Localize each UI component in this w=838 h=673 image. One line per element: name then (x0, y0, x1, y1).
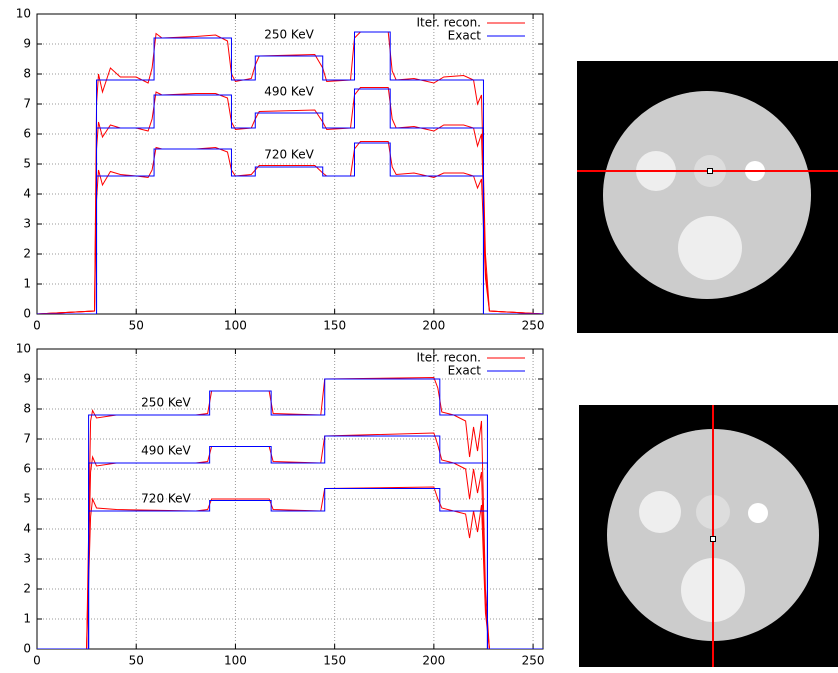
y-tick-label: 7 (23, 97, 31, 111)
annotation: 720 KeV (264, 148, 314, 162)
plot-frame (36, 348, 544, 650)
x-tick-label: 50 (129, 654, 144, 668)
x-tick-label: 200 (422, 654, 445, 668)
x-tick-label: 0 (33, 654, 41, 668)
insert (639, 491, 681, 533)
legend-label: Iter. recon. (417, 16, 482, 30)
legend-label: Iter. recon. (417, 351, 482, 365)
y-tick-label: 2 (23, 582, 31, 596)
y-tick-label: 0 (23, 642, 31, 656)
x-tick-label: 100 (224, 654, 247, 668)
legend-label: Exact (448, 364, 482, 378)
y-tick-label: 2 (23, 247, 31, 261)
series-line (37, 87, 543, 314)
annotation: 250 KeV (264, 28, 314, 42)
annotation: 720 KeV (141, 492, 191, 506)
y-tick-label: 4 (23, 522, 31, 536)
phantom-disc (603, 91, 811, 299)
series-line (37, 378, 543, 649)
y-tick-label: 9 (23, 372, 31, 386)
phantom-horizontal (577, 61, 838, 333)
series-line (37, 31, 543, 314)
series-line (37, 376, 543, 649)
y-tick-label: 9 (23, 37, 31, 51)
series-line (37, 88, 543, 314)
y-tick-label: 1 (23, 612, 31, 626)
annotation: 250 KeV (141, 396, 191, 410)
series-line (37, 141, 543, 314)
x-tick-label: 150 (323, 319, 346, 333)
x-tick-label: 0 (33, 319, 41, 333)
series-line (37, 432, 543, 649)
y-tick-label: 3 (23, 217, 31, 231)
series-line (37, 142, 543, 314)
y-tick-label: 6 (23, 127, 31, 141)
phantom-vertical (579, 405, 838, 667)
y-tick-label: 0 (23, 307, 31, 321)
insert (748, 503, 768, 523)
x-tick-label: 250 (522, 319, 545, 333)
plot-frame (36, 13, 544, 315)
annotation: 490 KeV (141, 444, 191, 458)
x-tick-label: 150 (323, 654, 346, 668)
y-tick-label: 8 (23, 402, 31, 416)
y-tick-label: 10 (16, 7, 31, 21)
series-line (37, 488, 543, 649)
y-tick-label: 5 (23, 157, 31, 171)
x-tick-label: 250 (522, 654, 545, 668)
annotation: 490 KeV (264, 85, 314, 99)
series-line (37, 435, 543, 649)
y-tick-label: 3 (23, 552, 31, 566)
center-marker (707, 168, 713, 174)
x-tick-label: 50 (129, 319, 144, 333)
insert (678, 216, 742, 280)
x-tick-label: 100 (224, 319, 247, 333)
x-tick-label: 200 (422, 319, 445, 333)
y-tick-label: 10 (16, 342, 31, 356)
y-tick-label: 6 (23, 462, 31, 476)
y-tick-label: 5 (23, 492, 31, 506)
center-marker (710, 536, 716, 542)
y-tick-label: 8 (23, 67, 31, 81)
y-tick-label: 4 (23, 187, 31, 201)
legend-label: Exact (448, 29, 482, 43)
y-tick-label: 7 (23, 432, 31, 446)
y-tick-label: 1 (23, 277, 31, 291)
